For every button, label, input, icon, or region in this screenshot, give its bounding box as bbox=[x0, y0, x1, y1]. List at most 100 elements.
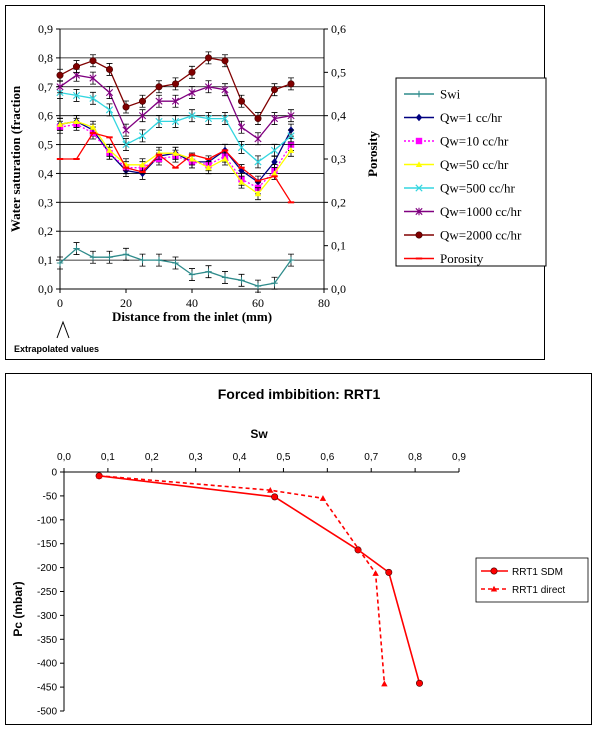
data-point-swi bbox=[254, 282, 262, 290]
data-point-qw-2000-cc-hr bbox=[73, 63, 81, 71]
data-point-qw-1-cc-hr bbox=[238, 166, 245, 175]
x-tick-label: 0,3 bbox=[189, 452, 203, 463]
data-point-qw-2000-cc-hr bbox=[238, 97, 246, 105]
data-point-qw-50-cc-hr bbox=[238, 178, 245, 185]
y-axis-title: Pc (mbar) bbox=[11, 581, 25, 636]
legend-marker-rrt1-direct bbox=[490, 585, 498, 592]
legend-marker-qw-10-cc-hr bbox=[415, 137, 423, 145]
x-axis-title: Distance from the inlet (mm) bbox=[112, 309, 272, 324]
y-tick-label: 0,4 bbox=[38, 166, 53, 180]
data-point-qw-50-cc-hr bbox=[56, 121, 64, 127]
x-tick-label: 60 bbox=[252, 296, 264, 310]
legend-label-qw-10-cc-hr: Qw=10 cc/hr bbox=[440, 134, 509, 149]
x-axis-title: Sw bbox=[250, 427, 268, 441]
legend-marker-qw-50-cc-hr bbox=[415, 161, 423, 168]
legend-label-qw-50-cc-hr: Qw=50 cc/hr bbox=[440, 157, 509, 172]
data-point-qw-50-cc-hr bbox=[73, 118, 80, 125]
y-tick-label: -450 bbox=[37, 683, 57, 694]
data-point-qw-2000-cc-hr bbox=[287, 80, 295, 88]
data-point-qw-500-cc-hr bbox=[89, 94, 97, 102]
legend-marker-qw-1000-cc-hr bbox=[415, 207, 423, 216]
data-point-swi bbox=[221, 274, 229, 281]
data-point-qw-50-cc-hr bbox=[139, 161, 146, 168]
data-point-qw-2000-cc-hr bbox=[172, 80, 180, 88]
data-point-swi bbox=[89, 254, 97, 261]
data-point-qw-500-cc-hr bbox=[287, 132, 295, 140]
data-point-qw-2000-cc-hr bbox=[254, 115, 262, 123]
x-tick-label: 0,9 bbox=[452, 452, 466, 463]
annotation-extrapolated: Extrapolated values bbox=[14, 344, 99, 354]
x-tick-label: 80 bbox=[318, 296, 330, 310]
y-tick-label: -500 bbox=[37, 707, 57, 718]
x-tick-label: 0,5 bbox=[276, 452, 290, 463]
data-point-qw-50-cc-hr bbox=[172, 150, 179, 156]
forced-imbibition-chart: Forced imbibition: RRT1 Sw 0,0 0,1 0,2 0,3 0,4… bbox=[11, 386, 589, 718]
data-point-qw-500-cc-hr bbox=[188, 112, 196, 120]
data-point-rrt1-direct bbox=[267, 486, 274, 493]
x-tick-label: 0,1 bbox=[101, 452, 115, 463]
x-tick-label: 0,7 bbox=[364, 452, 378, 463]
legend-marker-qw-500-cc-hr bbox=[415, 184, 423, 192]
data-point-qw-1000-cc-hr bbox=[138, 111, 147, 120]
data-point-swi bbox=[155, 256, 163, 264]
data-point-qw-1000-cc-hr bbox=[56, 83, 64, 91]
legend-marker-qw-1-cc-hr bbox=[415, 113, 423, 122]
data-point-qw-1000-cc-hr bbox=[155, 97, 163, 105]
legend-label-qw-1-cc-hr: Qw=1 cc/hr bbox=[440, 110, 503, 125]
data-point-swi bbox=[238, 277, 245, 284]
data-point-qw-2000-cc-hr bbox=[188, 68, 196, 76]
y2-tick-label: 0,1 bbox=[331, 239, 346, 253]
y-tick-label: -250 bbox=[37, 587, 57, 598]
y-tick-label: 0,0 bbox=[38, 282, 53, 296]
y-tick-label: -200 bbox=[37, 563, 57, 574]
data-point-qw-500-cc-hr bbox=[254, 158, 262, 166]
data-point-qw-50-cc-hr bbox=[188, 155, 196, 162]
y-tick-label: -400 bbox=[37, 659, 57, 670]
data-point-qw-2000-cc-hr bbox=[139, 97, 147, 105]
y2-tick-label: 0,2 bbox=[331, 195, 346, 209]
y2-tick-label: 0,3 bbox=[331, 152, 346, 166]
y-tick-label: -350 bbox=[37, 635, 57, 646]
y2-tick-label: 0,5 bbox=[331, 65, 346, 79]
x-tick-label: 0,0 bbox=[57, 452, 71, 463]
x-tick-label: 0,2 bbox=[145, 452, 159, 463]
data-point-swi bbox=[106, 254, 113, 261]
data-point-qw-500-cc-hr bbox=[221, 114, 229, 123]
data-point-rrt1-direct bbox=[319, 495, 327, 501]
data-point-qw-500-cc-hr bbox=[105, 106, 114, 114]
y-tick-label: 0,3 bbox=[38, 195, 53, 209]
data-point-swi bbox=[172, 259, 179, 267]
y2-tick-label: 0,4 bbox=[331, 109, 346, 123]
y-tick-label: 0,1 bbox=[38, 253, 53, 267]
data-point-qw-1000-cc-hr bbox=[204, 83, 213, 91]
arrow-icon bbox=[56, 320, 70, 339]
y-tick-label: 0,6 bbox=[38, 109, 53, 123]
data-point-qw-2000-cc-hr bbox=[221, 57, 229, 65]
data-point-rrt1-direct bbox=[381, 680, 388, 687]
data-point-qw-50-cc-hr bbox=[254, 190, 262, 197]
data-point-qw-1000-cc-hr bbox=[237, 123, 246, 131]
x-tick-label: 0,8 bbox=[408, 452, 422, 463]
data-point-qw-500-cc-hr bbox=[155, 117, 163, 126]
data-point-qw-500-cc-hr bbox=[72, 91, 81, 100]
y2-axis-title: Porosity bbox=[365, 131, 380, 177]
y-tick-label: -300 bbox=[37, 611, 57, 622]
y2-tick-label: 0,0 bbox=[331, 282, 346, 296]
y-axis-title: Water saturation (fraction bbox=[8, 85, 23, 232]
series-line-rrt1-sdm bbox=[99, 475, 421, 684]
data-point-qw-2000-cc-hr bbox=[270, 86, 278, 94]
y-tick-label: 0 bbox=[51, 468, 57, 479]
x-tick-label: 0,4 bbox=[233, 452, 247, 463]
data-point-qw-2000-cc-hr bbox=[122, 103, 130, 111]
data-point-qw-1000-cc-hr bbox=[254, 135, 262, 143]
chart-title: Forced imbibition: RRT1 bbox=[218, 386, 381, 402]
data-point-qw-1-cc-hr bbox=[271, 158, 278, 166]
data-point-qw-500-cc-hr bbox=[204, 114, 213, 123]
data-point-qw-50-cc-hr bbox=[287, 147, 295, 153]
data-point-swi bbox=[205, 268, 212, 275]
data-point-qw-1000-cc-hr bbox=[89, 74, 97, 82]
data-point-qw-1000-cc-hr bbox=[270, 114, 279, 123]
y-tick-label: 0,2 bbox=[38, 224, 53, 238]
data-point-qw-2000-cc-hr bbox=[155, 83, 163, 91]
y-tick-label: 0,7 bbox=[38, 80, 53, 94]
